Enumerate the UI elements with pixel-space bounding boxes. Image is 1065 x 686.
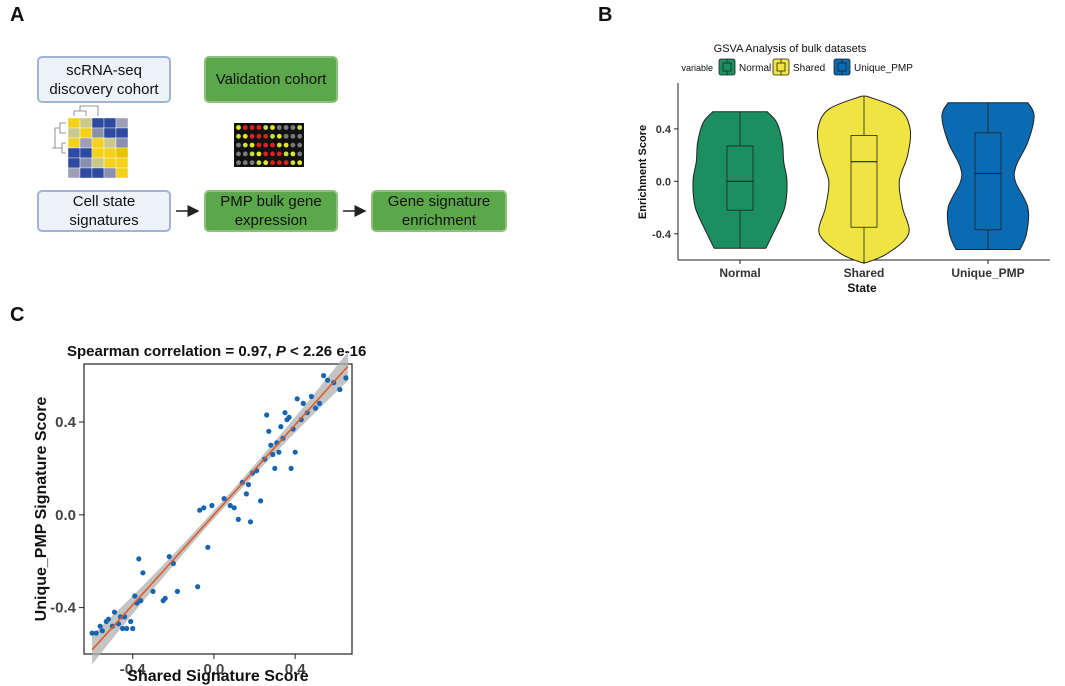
x-axis-label: Shared Signature Score bbox=[127, 668, 308, 685]
x-tick-label: Normal bbox=[719, 266, 760, 280]
panel-label-c: C bbox=[10, 304, 25, 326]
workflow-box-validation: Validation cohort bbox=[204, 56, 338, 103]
data-point bbox=[325, 377, 331, 383]
data-point bbox=[270, 451, 276, 458]
data-point bbox=[124, 625, 130, 632]
data-point bbox=[304, 410, 310, 416]
data-point bbox=[272, 465, 278, 471]
data-point bbox=[162, 595, 168, 601]
y-tick-label: 0.0 bbox=[656, 176, 671, 188]
data-point bbox=[245, 482, 252, 488]
data-point bbox=[266, 428, 272, 434]
violin-chart: GSVA Analysis of bulk datasets variable … bbox=[637, 43, 1050, 295]
y-axis-label: Enrichment Score bbox=[637, 125, 649, 219]
workflow-box-cell-state: Cell state signatures bbox=[37, 190, 171, 232]
panel-label-b: B bbox=[598, 4, 613, 26]
legend: Normal Shared Unique_PMP bbox=[718, 58, 913, 76]
data-point bbox=[268, 442, 274, 448]
box bbox=[974, 132, 1002, 231]
data-point bbox=[247, 519, 254, 525]
workflow-box-pmp-bulk: PMP bulk gene expression bbox=[204, 190, 338, 232]
data-point bbox=[316, 400, 323, 406]
x-tick-label: Unique_PMP bbox=[951, 266, 1024, 280]
data-point bbox=[128, 618, 134, 625]
scatter-chart-title: Spearman correlation = 0.97, P < 2.26 e-… bbox=[67, 343, 366, 360]
data-point bbox=[300, 400, 306, 406]
data-point bbox=[93, 630, 99, 636]
data-point bbox=[120, 625, 126, 632]
heatmap-icon bbox=[52, 105, 129, 179]
data-point bbox=[111, 609, 118, 615]
data-point bbox=[286, 414, 292, 420]
data-point bbox=[278, 424, 284, 430]
x-tick-label: 0.0 bbox=[204, 661, 225, 678]
data-point bbox=[308, 393, 314, 400]
violin-normal bbox=[692, 111, 788, 249]
data-point bbox=[140, 570, 146, 576]
regression-line bbox=[91, 365, 349, 651]
data-point bbox=[201, 505, 207, 511]
legend-label: Shared bbox=[793, 63, 825, 74]
data-point bbox=[258, 498, 264, 504]
data-point bbox=[243, 491, 249, 497]
x-axis-label: State bbox=[847, 281, 877, 295]
data-point bbox=[136, 556, 142, 562]
panel-label-a: A bbox=[10, 4, 25, 26]
data-point bbox=[288, 465, 294, 471]
legend-label: Unique_PMP bbox=[854, 63, 913, 74]
legend-title: variable bbox=[681, 63, 713, 73]
data-point bbox=[150, 588, 156, 594]
data-point bbox=[132, 593, 138, 599]
data-point bbox=[197, 507, 203, 513]
violin-unique_pmp bbox=[941, 102, 1035, 250]
data-point bbox=[99, 628, 105, 634]
data-point bbox=[231, 505, 237, 511]
data-point bbox=[117, 614, 124, 620]
data-point bbox=[227, 502, 233, 509]
data-point bbox=[174, 588, 180, 594]
data-point bbox=[89, 630, 95, 636]
data-point bbox=[221, 496, 227, 502]
violin-shared bbox=[816, 95, 912, 264]
plot-frame bbox=[83, 363, 353, 655]
workflow-box-gene-signature: Gene signature enrichment bbox=[371, 190, 507, 232]
data-point bbox=[138, 598, 144, 604]
y-tick-label: 0.0 bbox=[55, 507, 76, 524]
data-point bbox=[235, 516, 241, 522]
data-point bbox=[209, 502, 215, 509]
y-tick-label: -0.4 bbox=[652, 229, 672, 241]
data-point bbox=[97, 623, 103, 629]
data-point bbox=[105, 616, 111, 622]
x-tick-label: Shared bbox=[844, 266, 885, 280]
box bbox=[726, 145, 754, 211]
microarray-icon bbox=[234, 123, 304, 167]
data-point bbox=[337, 386, 343, 393]
data-point bbox=[292, 449, 298, 455]
data-point bbox=[276, 449, 282, 455]
y-axis-label: Unique_PMP Signature Score bbox=[33, 397, 50, 622]
data-point bbox=[294, 396, 300, 402]
y-tick-label: -0.4 bbox=[50, 600, 77, 617]
data-point bbox=[264, 412, 270, 418]
workflow-box-discovery: scRNA-seq discovery cohort bbox=[37, 56, 171, 103]
data-point bbox=[130, 625, 136, 632]
data-point bbox=[343, 375, 349, 381]
x-tick-label: -0.4 bbox=[120, 661, 147, 678]
data-point bbox=[282, 410, 288, 416]
scatter-chart: Spearman correlation = 0.97, P < 2.26 e-… bbox=[33, 343, 366, 685]
data-point bbox=[195, 584, 201, 590]
data-point bbox=[321, 373, 327, 379]
workflow-decorations bbox=[52, 105, 367, 217]
data-point bbox=[205, 544, 211, 550]
data-point bbox=[166, 554, 172, 560]
x-tick-label: 0.4 bbox=[285, 661, 307, 678]
y-tick-label: 0.4 bbox=[55, 414, 77, 431]
violin-chart-title: GSVA Analysis of bulk datasets bbox=[714, 43, 867, 55]
legend-label: Normal bbox=[739, 63, 771, 74]
data-point bbox=[312, 405, 319, 411]
y-tick-label: 0.4 bbox=[656, 124, 672, 136]
box bbox=[850, 135, 878, 228]
